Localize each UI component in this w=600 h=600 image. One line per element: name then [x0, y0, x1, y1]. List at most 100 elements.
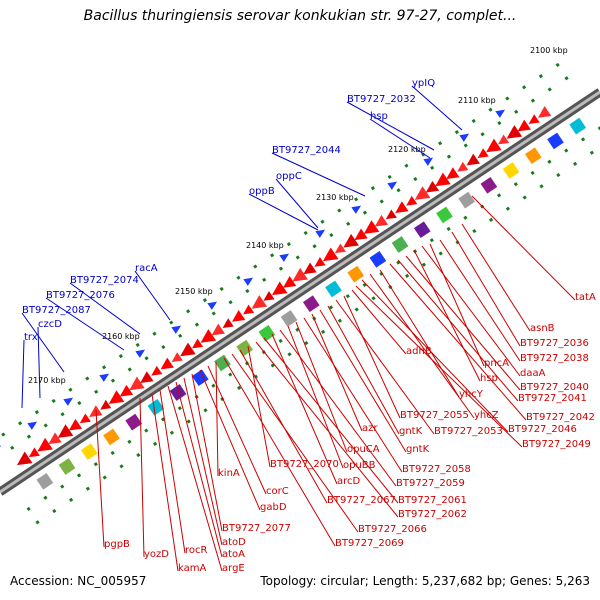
feature-arrow-forward	[135, 349, 146, 358]
tick-mark	[589, 150, 594, 155]
label-reverse-leader	[413, 249, 481, 382]
feature-arrow-reverse	[446, 167, 460, 179]
tick-mark	[169, 430, 174, 435]
feature-arrow-reverse	[37, 437, 53, 452]
tick-mark	[102, 475, 107, 480]
tick-label: 2100 kbp	[530, 46, 568, 55]
tick-mark	[328, 305, 334, 310]
feature-arrow-reverse	[251, 295, 268, 309]
tick-mark	[118, 354, 123, 359]
tick-mark	[362, 210, 368, 215]
feature-block	[191, 369, 209, 387]
feature-arrow-forward	[279, 253, 290, 262]
label-reverse: opuBB	[343, 460, 376, 471]
tick-mark	[26, 506, 31, 512]
label-reverse: BT9727_2077	[222, 523, 291, 534]
feature-arrow-forward	[423, 157, 434, 166]
feature-arrow-forward	[387, 181, 398, 190]
feature-arrow-forward	[315, 229, 326, 238]
tick-mark	[370, 186, 375, 191]
tick-mark	[51, 398, 56, 404]
tick-mark	[354, 197, 359, 202]
tick-mark	[480, 132, 485, 137]
tick-mark	[429, 238, 434, 243]
label-reverse-leader	[231, 353, 359, 533]
tick-mark	[396, 188, 401, 193]
label-reverse-leader	[319, 309, 407, 453]
label-forward-leader	[275, 178, 319, 229]
feature-arrow-reverse	[222, 318, 234, 328]
label-forward: BT9727_2087	[22, 305, 91, 316]
label-forward: BT9727_2044	[272, 145, 341, 156]
feature-arrow-forward	[495, 109, 506, 118]
label-reverse-leader	[405, 255, 521, 391]
tick-mark	[186, 419, 191, 424]
feature-block	[169, 384, 187, 401]
tick-mark	[278, 338, 283, 344]
feature-block	[547, 132, 564, 150]
tick-mark	[354, 307, 359, 312]
tick-mark	[304, 340, 309, 346]
label-reverse: pncA	[484, 358, 509, 369]
tick-mark	[43, 423, 48, 428]
tick-mark	[573, 161, 578, 166]
label-forward: racA	[135, 263, 158, 274]
label-reverse-leader	[263, 337, 399, 504]
label-reverse-leader	[287, 325, 344, 469]
label-reverse: gabD	[260, 502, 287, 513]
label-reverse-leader	[255, 341, 399, 518]
feature-arrow-reverse	[334, 243, 346, 254]
tick-mark	[177, 406, 182, 411]
tick-mark	[463, 215, 468, 220]
feature-arrow-reverse	[119, 384, 134, 397]
tick-mark	[580, 137, 586, 142]
tick-mark	[438, 251, 443, 256]
tick-mark	[463, 143, 468, 148]
tick-mark	[26, 434, 32, 439]
tick-mark	[513, 182, 518, 187]
label-reverse-leader	[379, 269, 460, 398]
label-reverse: BT9727_2062	[398, 509, 467, 520]
feature-block	[480, 176, 498, 194]
tick-mark	[69, 497, 74, 502]
tick-mark	[236, 275, 241, 280]
tick-mark	[446, 226, 451, 232]
feature-block	[413, 221, 431, 239]
tick-mark	[228, 372, 233, 377]
label-reverse-leader	[327, 305, 400, 435]
label-forward: hsp	[370, 111, 388, 122]
feature-arrow-reverse	[100, 399, 112, 410]
feature-arrow-reverse	[303, 262, 317, 275]
label-reverse: BT9727_2066	[358, 524, 427, 535]
label-reverse-leader	[451, 231, 521, 347]
tick-mark	[345, 294, 350, 299]
tick-mark	[413, 176, 418, 182]
label-reverse: BT9727_2070	[270, 459, 339, 470]
label-forward-leader	[69, 282, 141, 335]
tick-label: 2130 kbp	[316, 193, 354, 202]
feature-arrow-forward	[207, 301, 218, 310]
feature-block	[391, 236, 409, 253]
tick-label: 2110 kbp	[458, 96, 496, 105]
label-reverse: BT9727_2042	[526, 412, 595, 423]
label-reverse: yozD	[144, 549, 169, 560]
tick-mark	[127, 367, 132, 372]
label-reverse-leader	[183, 377, 223, 546]
tick-mark	[472, 228, 477, 234]
label-reverse: BT9727_2036	[520, 338, 589, 349]
label-forward: BT9727_2032	[347, 94, 416, 105]
tick-mark	[127, 439, 132, 444]
label-reverse: opuCA	[347, 444, 380, 455]
label-forward-leader	[37, 326, 41, 399]
label-reverse: tatA	[575, 292, 596, 303]
feature-block	[302, 295, 320, 313]
label-reverse-leader	[361, 279, 509, 433]
tick-mark	[539, 184, 544, 189]
feature-arrow-reverse	[129, 376, 145, 391]
tick-mark	[337, 208, 342, 213]
tick-mark	[35, 520, 40, 525]
feature-arrow-reverse	[406, 195, 418, 206]
label-forward: BT9727_2076	[46, 290, 115, 301]
